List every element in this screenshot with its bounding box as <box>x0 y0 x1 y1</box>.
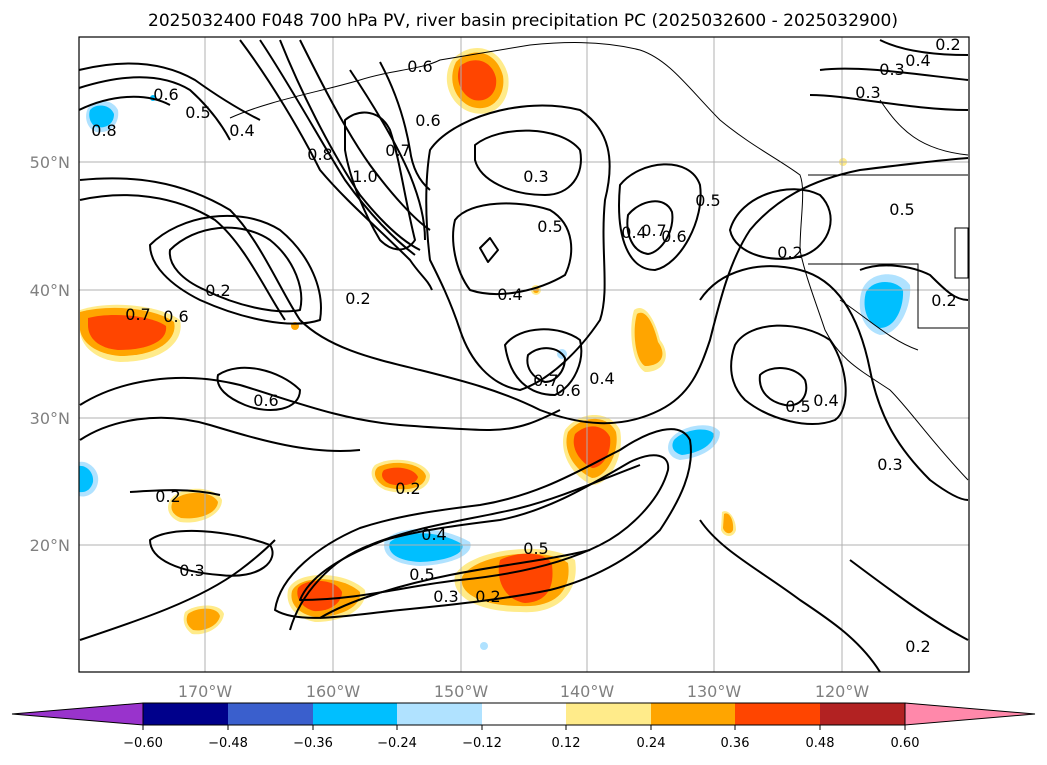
contour-label: 0.3 <box>879 60 904 79</box>
contour-label: 0.3 <box>855 83 880 102</box>
contour-label: 0.5 <box>523 539 548 558</box>
contour-label: 0.2 <box>931 291 956 310</box>
colorbar-tick-label: 0.36 <box>721 736 750 751</box>
colorbar-tick-label: −0.48 <box>208 736 248 751</box>
contour-label: 0.2 <box>475 587 500 606</box>
contour-label: 0.2 <box>905 637 930 656</box>
colorbar-tick-label: −0.60 <box>123 736 163 751</box>
colorbar-bin <box>228 703 313 725</box>
colorbar-tick-label: −0.12 <box>462 736 502 751</box>
contour-label: 0.6 <box>407 57 432 76</box>
lon-tick-label: 120°W <box>815 682 870 701</box>
contour-label: 0.6 <box>253 391 278 410</box>
colorbar-tick-label: 0.24 <box>637 736 666 751</box>
contour-label: 0.5 <box>695 191 720 210</box>
contour-label: 0.8 <box>307 145 332 164</box>
contour-label: 0.2 <box>395 479 420 498</box>
colorbar-bin <box>735 703 820 725</box>
contour-label: 0.5 <box>537 217 562 236</box>
contour-label: 0.7 <box>125 305 150 324</box>
contour-label: 0.4 <box>813 391 838 410</box>
contour-label: 0.2 <box>345 289 370 308</box>
contour-label: 0.3 <box>179 561 204 580</box>
contour-label: 0.6 <box>555 381 580 400</box>
pv-contours <box>78 39 969 673</box>
contour-label: 0.6 <box>661 227 686 246</box>
contour-label: 0.2 <box>155 487 180 506</box>
contour-label: 0.2 <box>777 243 802 262</box>
lon-axis: 170°W 160°W 150°W 140°W 130°W 120°W <box>178 682 870 701</box>
colorbar-ticks <box>142 725 906 730</box>
contour-label: 0.4 <box>905 51 930 70</box>
lon-tick-label: 170°W <box>178 682 233 701</box>
contour-label: 0.3 <box>877 455 902 474</box>
contour-label: 0.7 <box>641 221 666 240</box>
contour-label: 0.6 <box>415 111 440 130</box>
map-panel: 0.8 0.6 0.5 0.4 0.8 1.0 0.7 0.6 0.6 0.3 … <box>78 35 970 673</box>
contour-label: 0.4 <box>589 369 614 388</box>
contour-label: 0.3 <box>433 587 458 606</box>
contour-label: 0.4 <box>497 285 522 304</box>
lat-tick-label: 50°N <box>30 153 70 172</box>
lon-tick-label: 140°W <box>560 682 615 701</box>
contour-label: 0.4 <box>621 223 646 242</box>
colorbar-extend-min <box>11 702 144 726</box>
contour-label: 0.7 <box>385 141 410 160</box>
colorbar-tick-label: 0.60 <box>891 736 920 751</box>
contour-label: 0.8 <box>91 121 116 140</box>
contour-label: 0.2 <box>935 35 960 54</box>
lat-tick-label: 20°N <box>30 536 70 555</box>
coastlines <box>229 42 969 481</box>
contour-label: 0.2 <box>205 281 230 300</box>
colorbar-bin <box>651 703 735 725</box>
lon-tick-label: 130°W <box>687 682 742 701</box>
map-title: 2025032400 F048 700 hPa PV, river basin … <box>148 11 898 31</box>
lon-tick-label: 150°W <box>434 682 489 701</box>
contour-label: 0.5 <box>785 397 810 416</box>
contour-label: 0.4 <box>421 525 446 544</box>
contour-label: 0.5 <box>889 200 914 219</box>
contour-label: 0.4 <box>229 121 254 140</box>
colorbar-bin <box>820 703 905 725</box>
contour-label: 0.5 <box>409 565 434 584</box>
lat-axis: 50°N 40°N 30°N 20°N <box>30 153 70 555</box>
contour-label: 0.7 <box>533 371 558 390</box>
lat-tick-label: 30°N <box>30 409 70 428</box>
lon-tick-label: 160°W <box>306 682 361 701</box>
colorbar: −0.60 −0.48 −0.36 −0.24 −0.12 0.12 0.24 … <box>11 702 1036 751</box>
colorbar-bin <box>566 703 651 725</box>
contour-label: 0.6 <box>163 307 188 326</box>
contour-label: 1.0 <box>352 167 377 186</box>
contour-label: 0.5 <box>185 103 210 122</box>
colorbar-bin <box>143 703 228 725</box>
colorbar-tick-label: 0.12 <box>552 736 581 751</box>
colorbar-bin <box>482 703 566 725</box>
colorbar-bin <box>313 703 397 725</box>
contour-label: 0.3 <box>523 167 548 186</box>
lat-tick-label: 40°N <box>30 281 70 300</box>
contour-labels: 0.8 0.6 0.5 0.4 0.8 1.0 0.7 0.6 0.6 0.3 … <box>91 35 960 656</box>
colorbar-tick-label: −0.36 <box>293 736 333 751</box>
colorbar-tick-label: −0.24 <box>377 736 417 751</box>
colorbar-bin <box>397 703 482 725</box>
colorbar-extend-max <box>904 702 1036 726</box>
colorbar-tick-label: 0.48 <box>806 736 835 751</box>
contour-label: 0.6 <box>153 85 178 104</box>
